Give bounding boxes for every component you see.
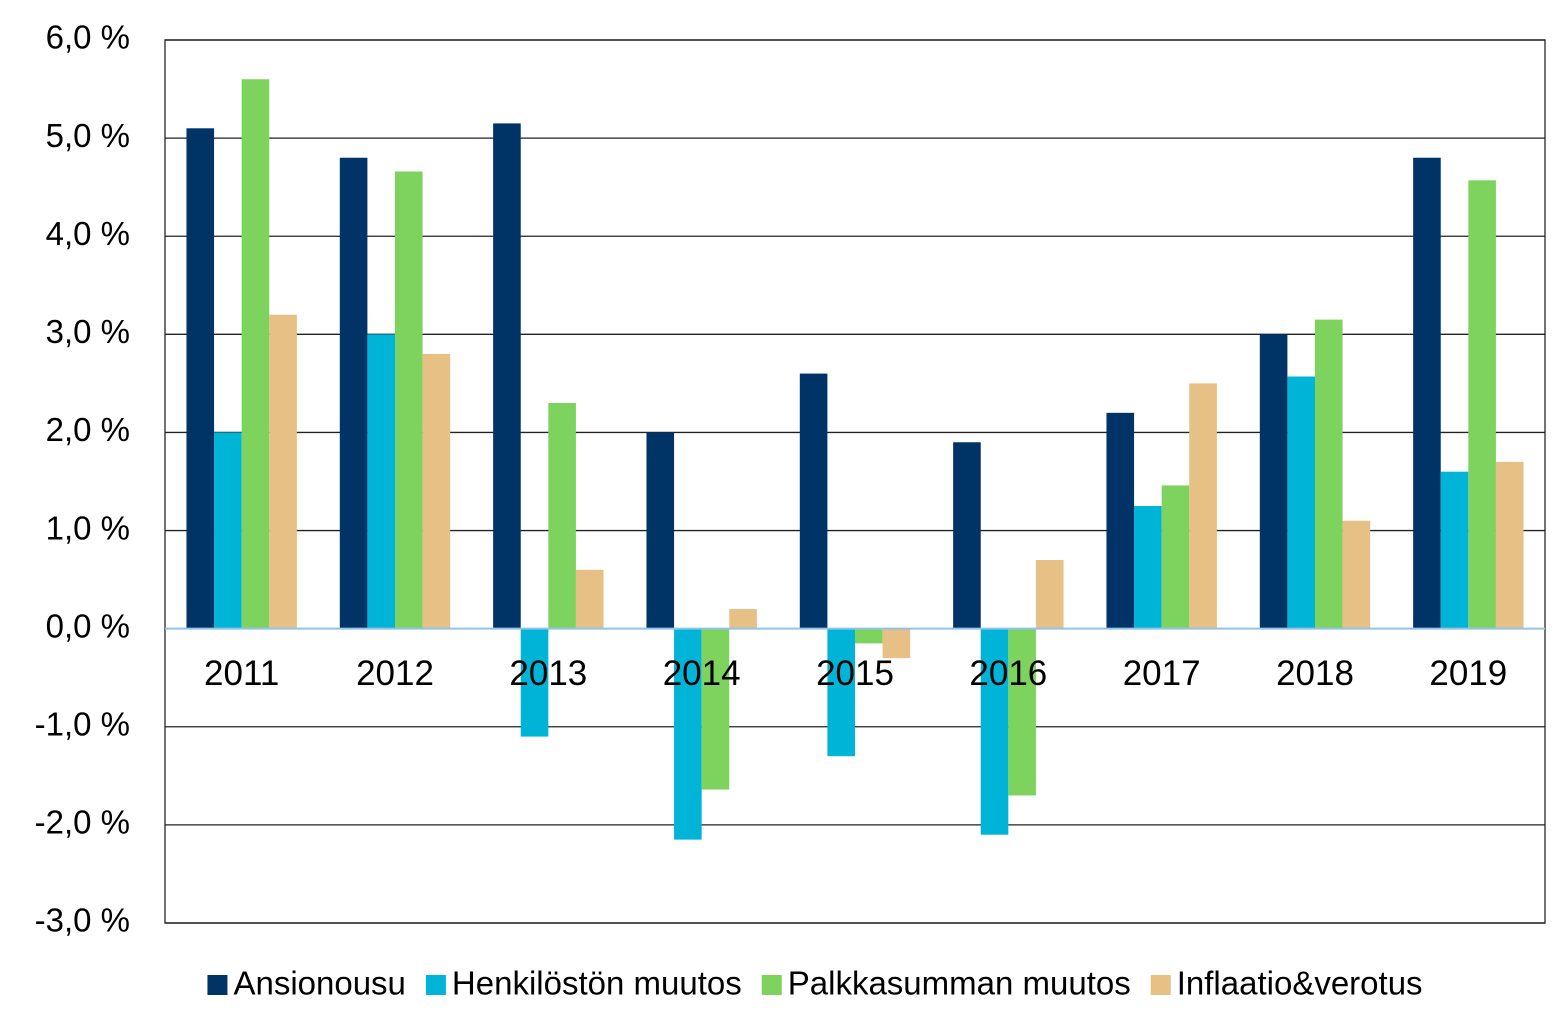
- bar: [1468, 180, 1496, 629]
- x-tick-label: 2013: [509, 654, 587, 693]
- bar: [1106, 412, 1135, 629]
- bar: [1315, 319, 1343, 629]
- legend-swatch: [425, 975, 446, 995]
- bar: [269, 314, 297, 629]
- bar: [575, 569, 604, 629]
- bar: [799, 373, 828, 629]
- bar: [339, 157, 368, 629]
- bar: [827, 628, 855, 757]
- bar: [214, 432, 242, 629]
- bar: [646, 432, 675, 629]
- legend-swatch: [761, 975, 782, 995]
- y-tick-label: 6,0 %: [46, 19, 130, 56]
- y-tick-label: 1,0 %: [46, 509, 130, 546]
- x-tick-label: 2017: [1123, 654, 1201, 693]
- bar: [367, 334, 395, 629]
- bar: [1134, 506, 1162, 629]
- x-tick-label: 2014: [663, 654, 741, 693]
- y-tick-label: 5,0 %: [46, 117, 130, 154]
- bar: [493, 123, 521, 629]
- legend-swatch: [1150, 975, 1171, 995]
- bar: [1008, 628, 1036, 796]
- x-tick-label: 2015: [816, 654, 894, 693]
- x-tick-label: 2018: [1276, 654, 1354, 693]
- legend-label: Palkkasumman muutos: [788, 965, 1131, 1002]
- bar: [953, 442, 981, 629]
- y-tick-label: 4,0 %: [46, 215, 130, 252]
- y-tick-label: 2,0 %: [46, 411, 130, 448]
- bar: [548, 403, 576, 629]
- bar: [422, 353, 451, 629]
- bar: [1413, 157, 1441, 629]
- y-tick-label: -3,0 %: [35, 902, 130, 939]
- bar: [1161, 485, 1190, 629]
- bar: [520, 628, 549, 737]
- bar: [855, 628, 883, 644]
- bar: [1259, 334, 1288, 629]
- bar: [980, 628, 1009, 835]
- bar: [1189, 383, 1217, 629]
- x-tick-label: 2019: [1429, 654, 1507, 693]
- bar: [882, 628, 911, 659]
- bar: [241, 79, 270, 629]
- bar: [1287, 376, 1315, 629]
- x-tick-label: 2011: [204, 654, 279, 693]
- bar: [1495, 461, 1524, 629]
- x-tick-label: 2016: [969, 654, 1047, 693]
- bar: [729, 609, 757, 629]
- legend-label: Inflaatio&verotus: [1177, 965, 1423, 1002]
- bar: [1342, 520, 1371, 629]
- y-tick-label: -2,0 %: [35, 804, 130, 841]
- y-tick-label: 3,0 %: [46, 313, 130, 350]
- legend-swatch: [207, 975, 228, 995]
- bar: [701, 628, 730, 790]
- bar: [186, 128, 215, 629]
- y-tick-label: -1,0 %: [35, 705, 130, 742]
- legend-label: Ansionousu: [233, 965, 405, 1002]
- y-tick-label: 0,0 %: [46, 607, 130, 644]
- bar: [395, 171, 423, 629]
- bar: [1035, 559, 1064, 629]
- bar: [674, 628, 702, 840]
- legend-label: Henkilöstön muutos: [452, 965, 742, 1002]
- x-tick-label: 2012: [356, 654, 434, 693]
- bar: [1440, 471, 1469, 629]
